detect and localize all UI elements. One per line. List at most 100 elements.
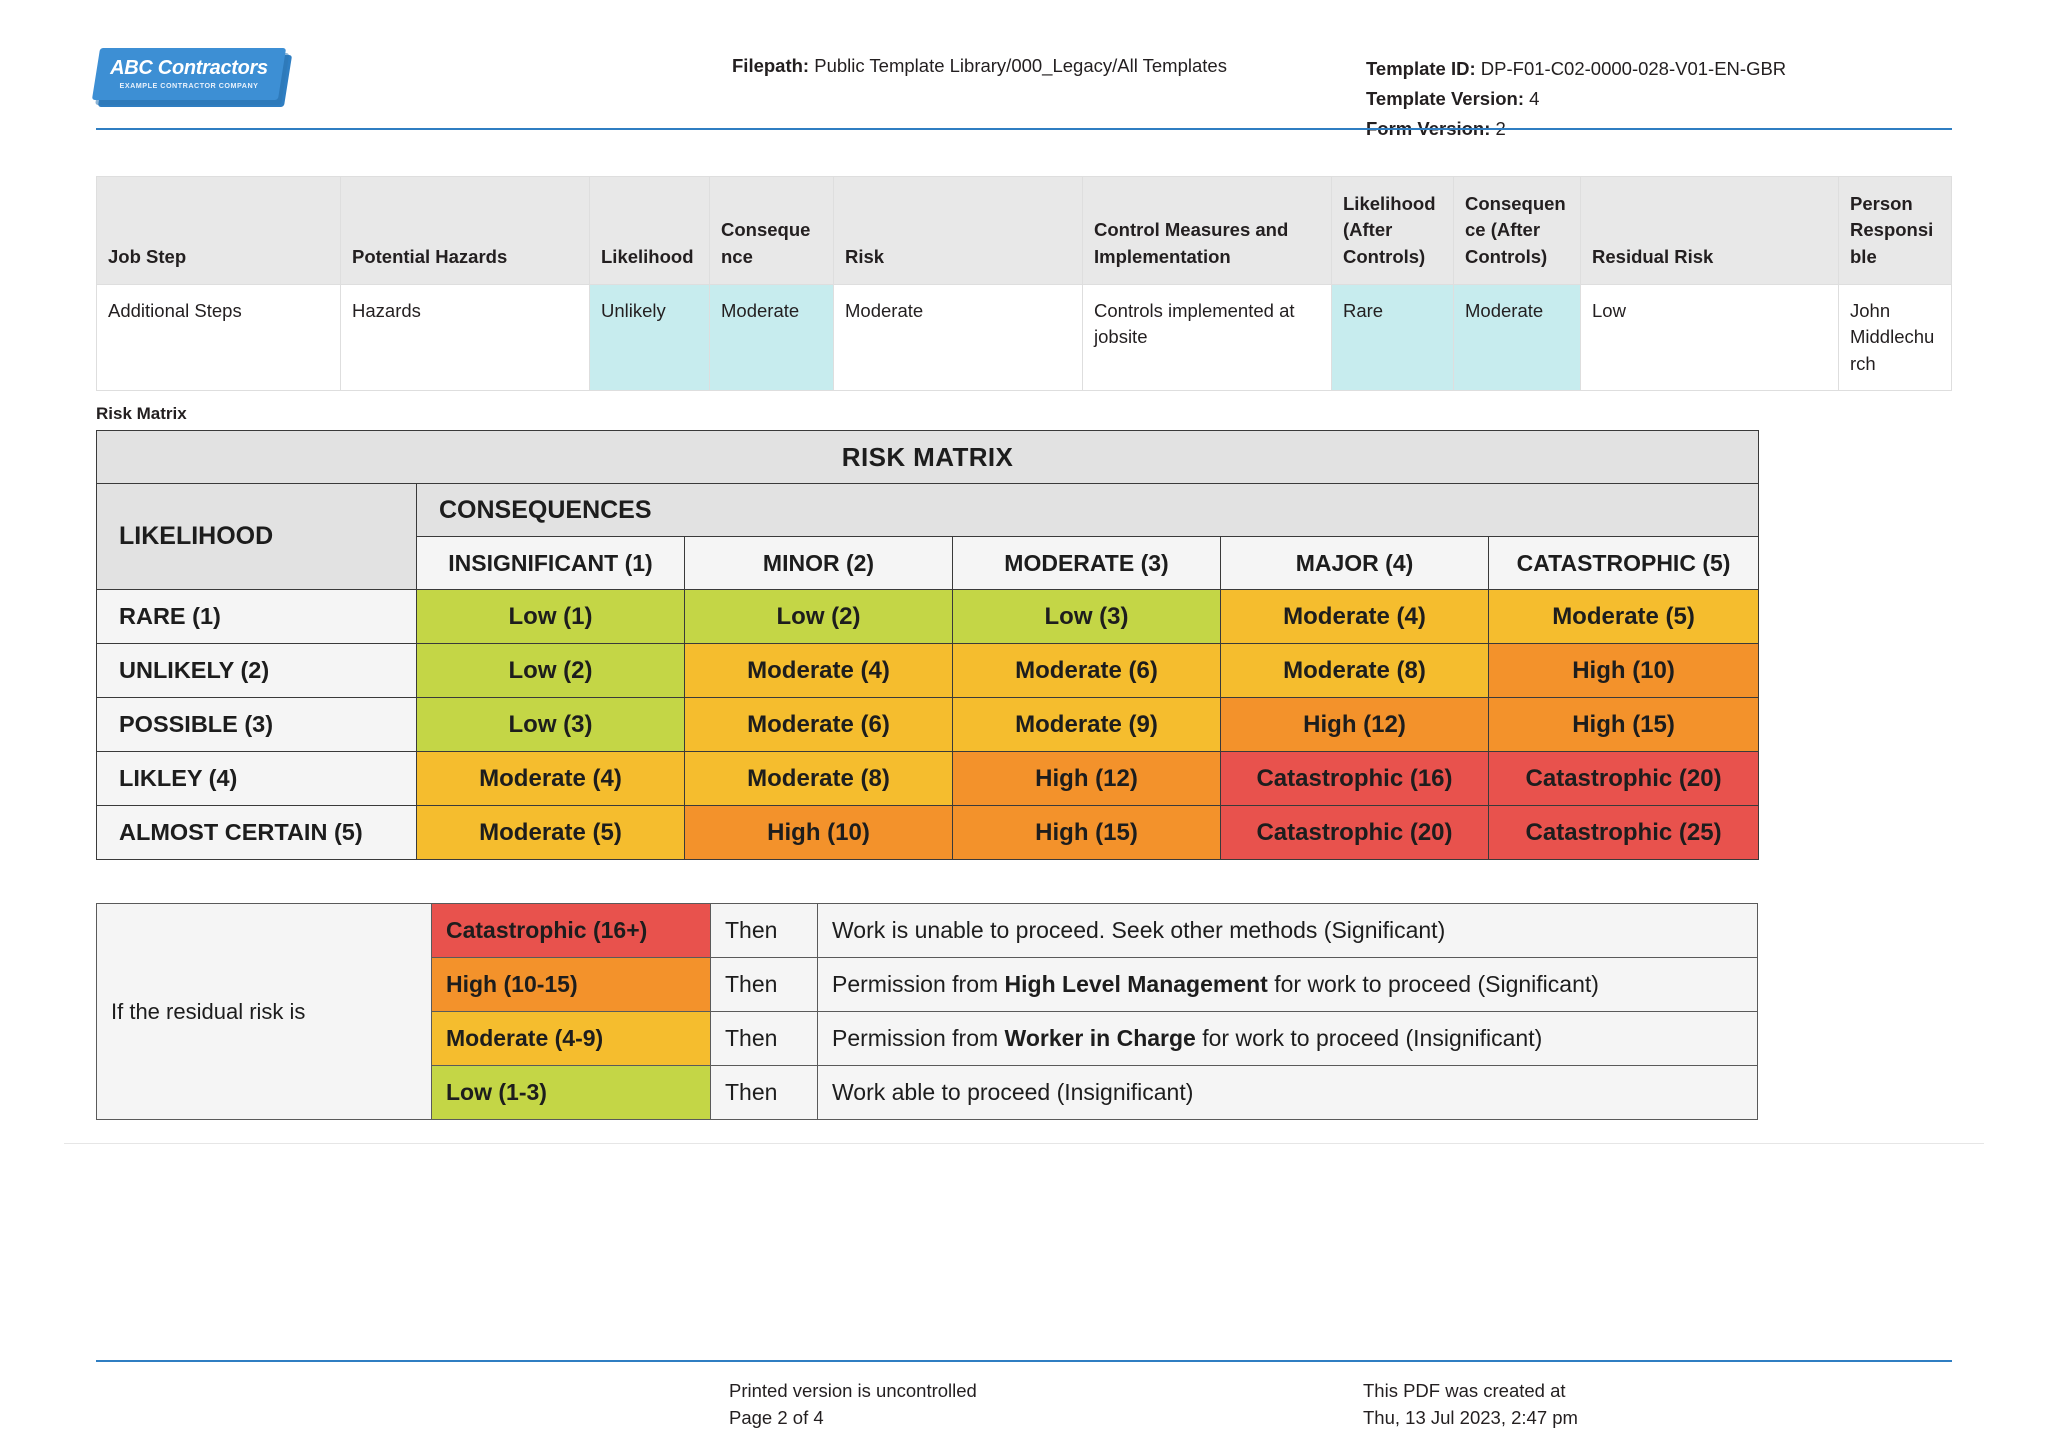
matrix-cell-3-4: Catastrophic (20) (1487, 751, 1760, 806)
footer-page-number: Page 2 of 4 (729, 1406, 824, 1428)
content-divider (64, 1143, 1984, 1144)
matrix-cell-2-4: High (15) (1487, 697, 1760, 752)
col-control-measures: Control Measures and Implementation (1082, 176, 1332, 285)
header-divider (96, 128, 1952, 130)
legend-desc-catastrophic: Work is unable to proceed. Seek other me… (817, 903, 1758, 958)
legend-desc-pre-moderate: Permission from (832, 1025, 1005, 1051)
company-logo: ABC Contractors EXAMPLE CONTRACTOR COMPA… (91, 48, 293, 107)
matrix-likelihood-unlikely: UNLIKELY (2) (96, 643, 417, 698)
filepath-line: Filepath: Public Template Library/000_Le… (732, 54, 1227, 79)
legend-level-moderate: Moderate (4-9) (431, 1011, 711, 1066)
matrix-row-almost-certain: ALMOST CERTAIN (5) Moderate (5) High (10… (96, 805, 1760, 860)
matrix-row-likely: LIKLEY (4) Moderate (4) Moderate (8) Hig… (96, 751, 1760, 806)
matrix-cell-0-4: Moderate (5) (1487, 589, 1760, 644)
cell-consequence-after: Moderate (1453, 284, 1581, 391)
footer-printed-notice: Printed version is uncontrolled (729, 1380, 977, 1401)
matrix-cell-1-4: High (10) (1487, 643, 1760, 698)
legend-desc-moderate: Permission from Worker in Charge for wor… (817, 1011, 1758, 1066)
legend-desc-high: Permission from High Level Management fo… (817, 957, 1758, 1012)
legend-desc-pre-low: Work able to proceed (Insignificant) (832, 1079, 1194, 1105)
matrix-cell-1-1: Moderate (4) (684, 643, 953, 698)
matrix-cell-0-3: Moderate (4) (1220, 589, 1489, 644)
legend-row-low: Low (1-3) Then Work able to proceed (Ins… (97, 1065, 1758, 1120)
legend-desc-pre-catastrophic: Work is unable to proceed. Seek other me… (832, 917, 1446, 943)
matrix-consequences-header-row: LIKELIHOOD CONSEQUENCES (96, 483, 1760, 590)
matrix-likelihood-rare: RARE (1) (96, 589, 417, 644)
matrix-cell-4-0: Moderate (5) (416, 805, 685, 860)
matrix-cell-4-2: High (15) (952, 805, 1221, 860)
page-header: ABC Contractors EXAMPLE CONTRACTOR COMPA… (91, 22, 1952, 139)
job-risk-table: Job Step Potential Hazards Likelihood Co… (96, 176, 1952, 391)
legend-then-moderate: Then (710, 1011, 818, 1066)
matrix-cell-0-2: Low (3) (952, 589, 1221, 644)
col-likelihood: Likelihood (589, 176, 710, 285)
matrix-cell-2-3: High (12) (1220, 697, 1489, 752)
matrix-cell-4-4: Catastrophic (25) (1487, 805, 1760, 860)
col-consequence-after: Consequence (After Controls) (1453, 176, 1581, 285)
legend-then-high: Then (710, 957, 818, 1012)
cell-residual-risk: Low (1580, 284, 1839, 391)
footer-divider (96, 1360, 1952, 1362)
matrix-title-row: RISK MATRIX (95, 430, 1760, 484)
matrix-cell-4-3: Catastrophic (20) (1220, 805, 1489, 860)
col-consequence: Consequence (709, 176, 834, 285)
matrix-cell-2-1: Moderate (6) (684, 697, 953, 752)
matrix-cell-1-0: Low (2) (416, 643, 685, 698)
risk-matrix-table: RISK MATRIX LIKELIHOOD CONSEQUENCES INSI… (95, 430, 1760, 860)
legend-level-low: Low (1-3) (431, 1065, 711, 1120)
template-meta: Template ID: DP-F01-C02-0000-028-V01-EN-… (1366, 54, 1786, 144)
col-potential-hazards: Potential Hazards (340, 176, 590, 285)
table-header-row: Job Step Potential Hazards Likelihood Co… (96, 176, 1952, 285)
matrix-cell-3-2: High (12) (952, 751, 1221, 806)
filepath-label: Filepath: (732, 55, 810, 76)
legend-desc-post-moderate: for work to proceed (Insignificant) (1195, 1025, 1543, 1051)
matrix-cell-1-2: Moderate (6) (952, 643, 1221, 698)
matrix-consequence-insignificant: INSIGNIFICANT (1) (416, 536, 685, 590)
legend-desc-post-high: for work to proceed (Significant) (1267, 971, 1599, 997)
col-risk: Risk (833, 176, 1083, 285)
matrix-cell-3-3: Catastrophic (16) (1220, 751, 1489, 806)
legend-then-low: Then (710, 1065, 818, 1120)
matrix-likelihood-possible: POSSIBLE (3) (96, 697, 417, 752)
col-person-responsible: Person Responsible (1838, 176, 1952, 285)
footer-right: This PDF was created at Thu, 13 Jul 2023… (1363, 1378, 1578, 1432)
risk-matrix-caption: Risk Matrix (96, 404, 187, 423)
cell-likelihood: Unlikely (589, 284, 710, 391)
matrix-cell-3-0: Moderate (4) (416, 751, 685, 806)
template-id-line: Template ID: DP-F01-C02-0000-028-V01-EN-… (1366, 54, 1786, 84)
matrix-row-rare: RARE (1) Low (1) Low (2) Low (3) Moderat… (96, 589, 1760, 644)
legend-desc-low: Work able to proceed (Insignificant) (817, 1065, 1758, 1120)
matrix-consequence-major: MAJOR (4) (1220, 536, 1489, 590)
matrix-consequence-catastrophic: CATASTROPHIC (5) (1487, 536, 1760, 590)
cell-risk: Moderate (833, 284, 1083, 391)
legend-row-catastrophic: If the residual risk is Catastrophic (16… (96, 903, 1758, 1120)
matrix-cell-2-2: Moderate (9) (952, 697, 1221, 752)
legend-row-moderate: Moderate (4-9) Then Permission from Work… (97, 1011, 1758, 1066)
matrix-row-possible: POSSIBLE (3) Low (3) Moderate (6) Modera… (96, 697, 1760, 752)
template-version-label: Template Version: (1366, 87, 1524, 109)
legend-residual-label: If the residual risk is (96, 903, 432, 1120)
matrix-likelihood-header: LIKELIHOOD (96, 483, 417, 590)
table-row: Additional Steps Hazards Unlikely Modera… (96, 284, 1952, 391)
matrix-consequence-levels-row: INSIGNIFICANT (1) MINOR (2) MODERATE (3)… (97, 536, 1760, 590)
legend-desc-pre-high: Permission from (832, 971, 1005, 997)
cell-consequence: Moderate (709, 284, 834, 391)
legend-then-catastrophic: Then (710, 903, 818, 958)
template-id-label: Template ID: (1366, 58, 1476, 79)
logo-tagline: EXAMPLE CONTRACTOR COMPANY (119, 81, 259, 91)
legend-level-high: High (10-15) (431, 957, 711, 1012)
logo-company-name: ABC Contractors (110, 57, 268, 80)
matrix-cell-4-1: High (10) (684, 805, 953, 860)
footer-pdf-created-value: Thu, 13 Jul 2023, 2:47 pm (1363, 1406, 1578, 1428)
matrix-row-unlikely: UNLIKELY (2) Low (2) Moderate (4) Modera… (96, 643, 1760, 698)
matrix-title: RISK MATRIX (95, 430, 1760, 484)
matrix-cell-1-3: Moderate (8) (1220, 643, 1489, 698)
legend-desc-bold-high: High Level Management (1004, 971, 1268, 997)
legend-level-catastrophic: Catastrophic (16+) (431, 903, 711, 958)
legend-row-high: High (10-15) Then Permission from High L… (97, 957, 1758, 1012)
template-id-value: DP-F01-C02-0000-028-V01-EN-GBR (1475, 58, 1787, 79)
filepath-value: Public Template Library/000_Legacy/All T… (809, 55, 1227, 76)
matrix-cell-0-0: Low (1) (416, 589, 685, 644)
matrix-consequence-minor: MINOR (2) (684, 536, 953, 590)
matrix-consequences-header: CONSEQUENCES (415, 483, 1760, 537)
